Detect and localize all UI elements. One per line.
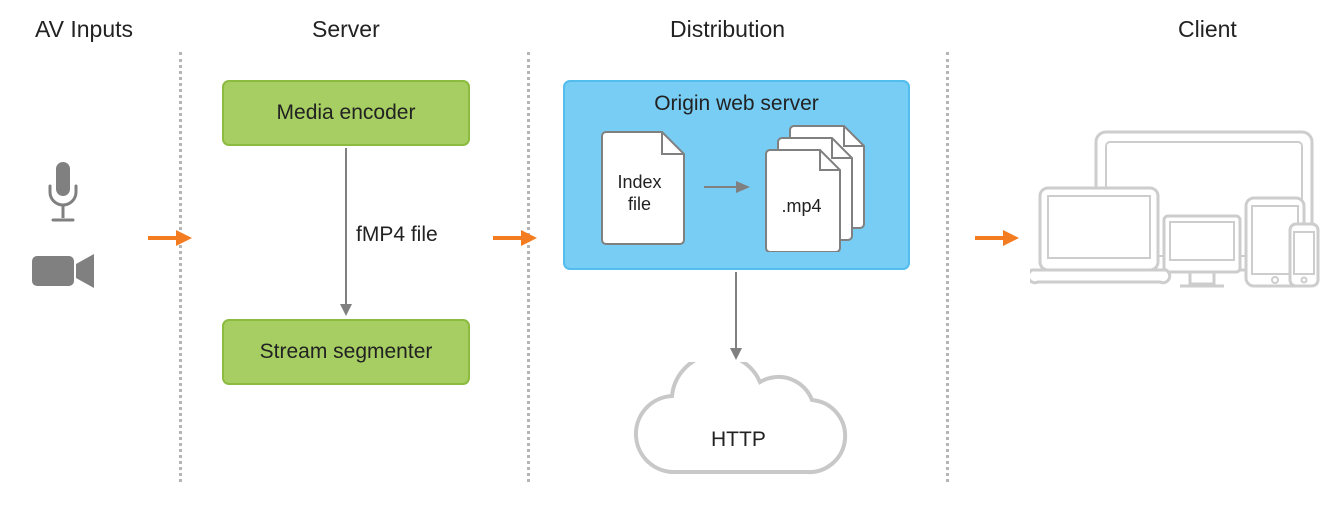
microphone-icon [44, 160, 82, 228]
client-devices-icon [1030, 128, 1320, 318]
video-camera-icon [30, 248, 98, 292]
stream-segmenter-label: Stream segmenter [260, 340, 433, 364]
heading-server: Server [312, 16, 380, 43]
stage-arrow-icon [975, 228, 1019, 248]
stream-segmenter-box: Stream segmenter [222, 319, 470, 385]
index-file-text: Index file [618, 172, 662, 215]
divider-3 [946, 52, 949, 482]
heading-client: Client [1178, 16, 1237, 43]
media-encoder-box: Media encoder [222, 80, 470, 146]
stage-arrow-icon [493, 228, 537, 248]
index-to-mp4-arrow-icon [704, 179, 750, 195]
cloud-http-label: HTTP [711, 428, 766, 452]
divider-1 [179, 52, 182, 482]
server-down-arrow-icon [338, 148, 354, 318]
mp4-files-icon [764, 122, 874, 252]
media-encoder-label: Media encoder [277, 101, 416, 125]
heading-distribution: Distribution [670, 16, 785, 43]
dist-down-arrow-icon [728, 272, 744, 362]
stage-arrow-icon [148, 228, 192, 248]
origin-server-box: Origin web server Index file [563, 80, 910, 270]
fmp4-label: fMP4 file [356, 222, 438, 247]
origin-server-label: Origin web server [654, 92, 819, 116]
heading-av-inputs: AV Inputs [35, 16, 133, 43]
divider-2 [527, 52, 530, 482]
mp4-text: .mp4 [782, 196, 822, 218]
